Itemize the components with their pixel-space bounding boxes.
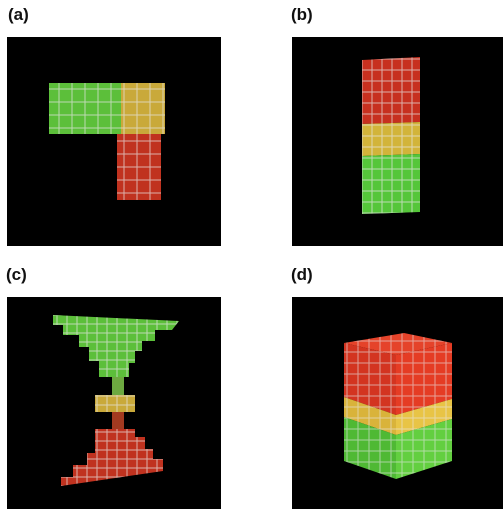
voxel-render-b: [362, 57, 420, 214]
panel-d-label: (d): [291, 265, 313, 284]
voxel-render-d: [344, 333, 452, 479]
panel-d-render: [292, 297, 503, 509]
panel-a-render: [7, 37, 221, 246]
panel-a-label: (a): [8, 5, 29, 24]
voxel-render-c: [53, 315, 179, 486]
panel-b-label: (b): [291, 5, 313, 24]
panel-c-render: [7, 297, 221, 509]
panel-c-label: (c): [6, 265, 27, 284]
voxel-render-a: [49, 83, 165, 200]
panel-b-render: [292, 37, 503, 246]
